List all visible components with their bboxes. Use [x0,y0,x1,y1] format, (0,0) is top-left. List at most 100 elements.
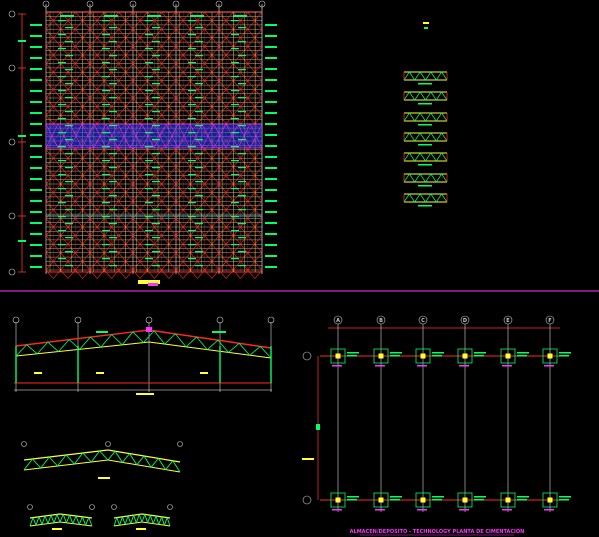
roof-truss-diagonal [247,115,256,124]
roof-truss-diagonal [118,97,127,107]
truss-web-member [414,112,421,122]
roof-truss-diagonal [225,115,234,124]
roof-truss-diagonal [89,149,98,159]
small-truss-title [136,528,146,530]
truss-web-member [419,91,426,101]
elevation-label [96,331,108,333]
roof-member-label [265,255,277,257]
roof-member-label [109,41,117,43]
roof-dim-label [18,40,26,42]
roof-truss-diagonal [104,166,112,176]
truss-web-member [62,514,67,523]
roof-member-label [30,46,42,48]
roof-truss-diagonal [89,158,98,167]
roof-truss-diagonal [161,175,170,185]
roof-truss-diagonal [96,11,105,21]
truss-web-member [419,152,426,162]
roof-truss-diagonal [154,269,162,279]
roof-member-label [152,83,160,85]
roof-truss-diagonal [60,115,69,124]
elevation-web-member [153,330,166,345]
truss-web-member [107,450,116,461]
truss-detail [403,112,448,126]
roof-truss-diagonal [53,29,61,38]
roof-truss-diagonal [247,54,256,64]
roof-truss-diagonal [161,20,170,30]
roof-truss-diagonal [182,11,191,21]
roof-truss-diagonal [190,37,198,47]
roof-member-label [109,181,117,183]
footing-label [390,496,402,498]
footing-tag [332,365,342,367]
truss-web-member [75,515,80,525]
roof-member-label [102,230,110,232]
roof-member-label [195,41,203,43]
roof-truss-diagonal [82,97,91,107]
roof-member-label [65,265,73,267]
truss-web-member [419,193,426,203]
elevation-web-member [175,333,187,348]
truss-web-member [29,517,34,527]
footing-tag [502,509,512,511]
roof-member-label [188,118,196,120]
roof-truss-diagonal [182,183,191,193]
truss-web-member [69,515,74,524]
roof-truss-diagonal [75,106,83,116]
roof-member-label [58,230,66,232]
roof-truss-diagonal [82,149,91,159]
roof-truss-diagonal [139,158,148,167]
roof-truss-diagonal [132,244,141,253]
roof-bracing-diagonal [117,123,131,149]
roof-truss-diagonal [204,11,213,21]
roof-truss-diagonal [254,20,263,30]
roof-truss-diagonal [82,252,91,262]
elevation-top-chord [148,329,272,349]
truss-web-member [403,152,410,162]
roof-member-label [195,125,203,127]
roof-truss-diagonal [89,37,98,47]
roof-truss-diagonal [75,72,83,81]
footing-label [432,499,442,501]
roof-truss-diagonal [211,11,220,21]
roof-truss-diagonal [118,115,127,124]
roof-truss-diagonal [147,106,155,116]
roof-member-label [195,251,203,253]
roof-member-label [265,266,277,268]
roof-member-label [145,48,153,50]
footing-tag [544,365,554,367]
truss-web-member [99,450,109,461]
truss-web-member [152,515,157,524]
roof-truss-diagonal [45,209,54,219]
roof-truss-diagonal [60,166,69,176]
roof-truss-diagonal [118,63,127,73]
roof-member-label [238,167,246,169]
truss-web-member [124,515,129,525]
column-pedestal [420,353,426,359]
roof-truss-diagonal [82,89,91,99]
roof-truss-diagonal [125,89,134,99]
truss-web-member [435,152,442,162]
footing-label [517,499,527,501]
roof-truss-diagonal [204,183,213,193]
roof-truss-diagonal [125,261,134,271]
roof-truss-diagonal [204,106,213,116]
roof-member-label [102,216,110,218]
roof-plan-member-labels [30,15,277,268]
footing-label [390,499,400,501]
truss-web-member [135,514,140,523]
roof-truss-diagonal [139,149,148,159]
gable-elevation-view [12,316,275,395]
roof-truss-diagonal [161,209,170,219]
roof-member-label [145,132,153,134]
axis-bubble-icon [216,316,224,324]
footing-label [474,499,484,501]
roof-truss-diagonal [240,54,248,64]
roof-truss-diagonal [168,244,177,253]
roof-bracing-diagonal [249,123,263,149]
elevation-label [212,331,226,333]
truss-web-member [85,517,90,526]
roof-truss-diagonal [96,37,105,47]
roof-truss-diagonal [139,166,148,176]
small-truss-detail-right [113,513,171,527]
truss-web-member [430,132,437,142]
